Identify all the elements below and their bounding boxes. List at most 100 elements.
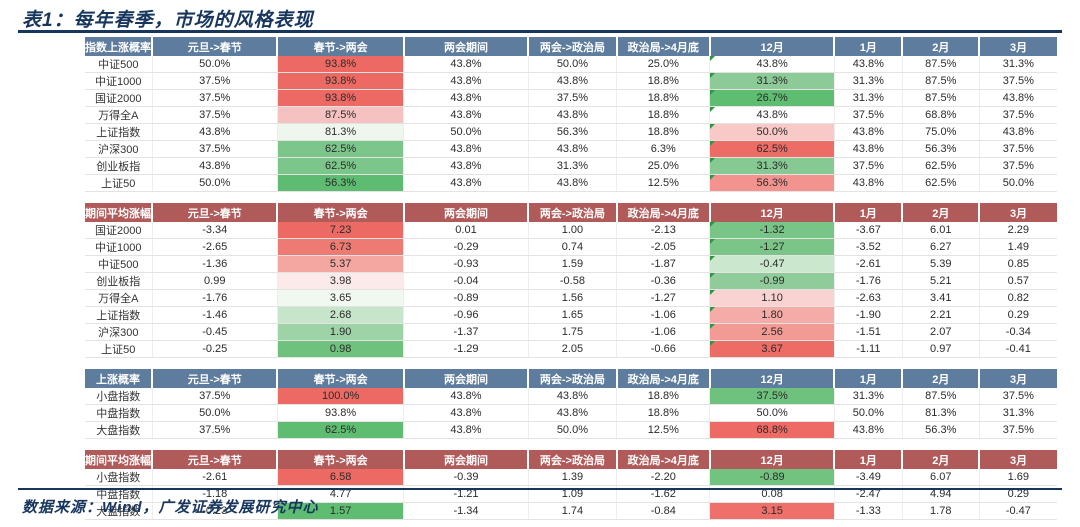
column-header: 春节->两会 xyxy=(277,450,405,469)
row-label: 上证指数 xyxy=(85,306,153,324)
flag-triangle-icon xyxy=(710,141,716,146)
table-row: 沪深300 37.5% 62.5% 43.8% 43.8% 6.3% 62.5% 43.8% 5… xyxy=(85,140,1057,158)
data-cell: 37.5% xyxy=(979,421,1057,439)
column-header: 春节->两会 xyxy=(277,203,405,222)
data-cell: 31.3% xyxy=(834,72,903,90)
data-cell: 56.3% xyxy=(709,174,835,192)
data-cell: 31.3% xyxy=(979,56,1057,73)
data-cell: 3.65 xyxy=(277,289,405,307)
data-cell: -1.06 xyxy=(616,306,711,324)
data-cell: 6.3% xyxy=(616,140,711,158)
data-cell: -0.23 xyxy=(152,502,278,520)
data-cell: 1.75 xyxy=(528,323,618,341)
table-name-cell: 指数上涨概率 xyxy=(85,37,154,56)
data-cell: -0.04 xyxy=(403,272,529,290)
data-cell: 43.8% xyxy=(403,89,529,107)
data-cell: 37.5% xyxy=(709,388,835,405)
data-cell: 43.8% xyxy=(403,388,529,405)
data-cell: 50.0% xyxy=(528,421,618,439)
data-cell: 87.5% xyxy=(277,106,405,124)
data-cell: 3.15 xyxy=(709,502,835,520)
flag-triangle-icon xyxy=(710,90,716,95)
flag-triangle-icon xyxy=(710,73,716,78)
column-header: 12月 xyxy=(709,203,836,222)
column-header: 两会期间 xyxy=(403,450,530,469)
table-row: 上证指数 -1.46 2.68 -0.96 1.65 -1.06 1.80 -1.90 2.21… xyxy=(85,306,1057,324)
data-cell: -0.47 xyxy=(979,502,1057,520)
data-cell: 0.99 xyxy=(152,272,278,290)
data-cell: -0.45 xyxy=(152,323,278,341)
data-cell: 43.8% xyxy=(152,123,278,141)
row-label: 大盘指数 xyxy=(85,421,153,439)
row-label: 国证2000 xyxy=(85,222,153,239)
table-row: 小盘指数 -2.61 6.58 -0.39 1.39 -2.20 -0.89 -3.49 6.0… xyxy=(85,469,1057,486)
column-header: 2月 xyxy=(902,37,981,56)
column-header: 元旦->春节 xyxy=(152,37,279,56)
data-cell: -1.27 xyxy=(616,289,711,307)
data-cell: 81.3% xyxy=(277,123,405,141)
data-cell: 7.23 xyxy=(277,222,405,239)
data-cell: 43.8% xyxy=(979,123,1057,141)
column-header: 3月 xyxy=(979,369,1057,388)
column-header: 3月 xyxy=(979,37,1057,56)
data-cell: -1.29 xyxy=(403,340,529,358)
data-cell: 62.5% xyxy=(902,174,980,192)
row-label: 创业板指 xyxy=(85,157,153,175)
data-cell: -0.41 xyxy=(979,340,1057,358)
row-label: 中证500 xyxy=(85,56,153,73)
table-row: 小盘指数 37.5% 100.0% 43.8% 43.8% 18.8% 37.5% 31.3%… xyxy=(85,388,1057,405)
data-cell: 3.41 xyxy=(902,289,980,307)
data-cell: 37.5% xyxy=(152,388,278,405)
data-cell: 43.8% xyxy=(834,140,903,158)
data-cell: 43.8% xyxy=(403,106,529,124)
data-cell: -0.58 xyxy=(528,272,618,290)
data-cell: 18.8% xyxy=(616,123,711,141)
data-cell: 25.0% xyxy=(616,56,711,73)
data-cell: 43.8% xyxy=(403,421,529,439)
column-header: 1月 xyxy=(834,450,904,469)
data-cell: 43.8% xyxy=(528,174,618,192)
column-header: 两会->政治局 xyxy=(528,37,618,56)
data-cell: -0.89 xyxy=(709,469,835,486)
data-cell: 43.8% xyxy=(709,56,835,73)
data-cell: 56.3% xyxy=(277,174,405,192)
data-cell: 93.8% xyxy=(277,72,405,90)
data-cell: 1.80 xyxy=(709,306,835,324)
flag-triangle-icon xyxy=(710,175,716,180)
column-header: 12月 xyxy=(709,369,836,388)
data-cell: -1.34 xyxy=(403,502,529,520)
data-cell: 75.0% xyxy=(902,123,980,141)
data-cell: 0.57 xyxy=(979,272,1057,290)
data-cell: -2.63 xyxy=(834,289,903,307)
row-label: 大盘指数 xyxy=(85,502,153,520)
table-row: 上证50 50.0% 56.3% 43.8% 43.8% 12.5% 56.3% 43.8% 6… xyxy=(85,174,1057,192)
data-cell: 0.98 xyxy=(277,340,405,358)
data-cell: 1.59 xyxy=(528,255,618,273)
data-cell: -2.61 xyxy=(152,469,278,486)
title-divider xyxy=(18,30,1062,33)
data-cell: -2.05 xyxy=(616,238,711,256)
header-row: 指数上涨概率 元旦->春节 春节->两会 两会期间 两会->政治局 政治局->4月底 12月… xyxy=(85,37,1057,56)
table-row: 创业板指 0.99 3.98 -0.04 -0.58 -0.36 -0.99 -1.76 5.2… xyxy=(85,272,1057,290)
data-cell: -1.06 xyxy=(616,323,711,341)
data-cell: 6.58 xyxy=(277,469,405,486)
data-cell: 43.8% xyxy=(709,106,835,124)
data-cell: -3.67 xyxy=(834,222,903,239)
stat-table-1: 指数上涨概率 元旦->春节 春节->两会 两会期间 两会->政治局 政治局->4月底 12月… xyxy=(85,37,1057,192)
data-cell: 50.0% xyxy=(403,123,529,141)
data-cell: -0.66 xyxy=(616,340,711,358)
data-cell: 43.8% xyxy=(528,388,618,405)
data-cell: -0.39 xyxy=(403,469,529,486)
data-cell: -2.65 xyxy=(152,238,278,256)
row-label: 小盘指数 xyxy=(85,388,153,405)
data-cell: -0.29 xyxy=(403,238,529,256)
data-cell: 37.5% xyxy=(979,72,1057,90)
data-cell: 100.0% xyxy=(277,388,405,405)
column-header: 元旦->春节 xyxy=(152,369,279,388)
column-header: 两会期间 xyxy=(403,37,530,56)
data-cell: 2.68 xyxy=(277,306,405,324)
data-cell: 1.65 xyxy=(528,306,618,324)
data-cell: 2.05 xyxy=(528,340,618,358)
data-cell: -3.49 xyxy=(834,469,903,486)
data-cell: 43.8% xyxy=(403,404,529,422)
